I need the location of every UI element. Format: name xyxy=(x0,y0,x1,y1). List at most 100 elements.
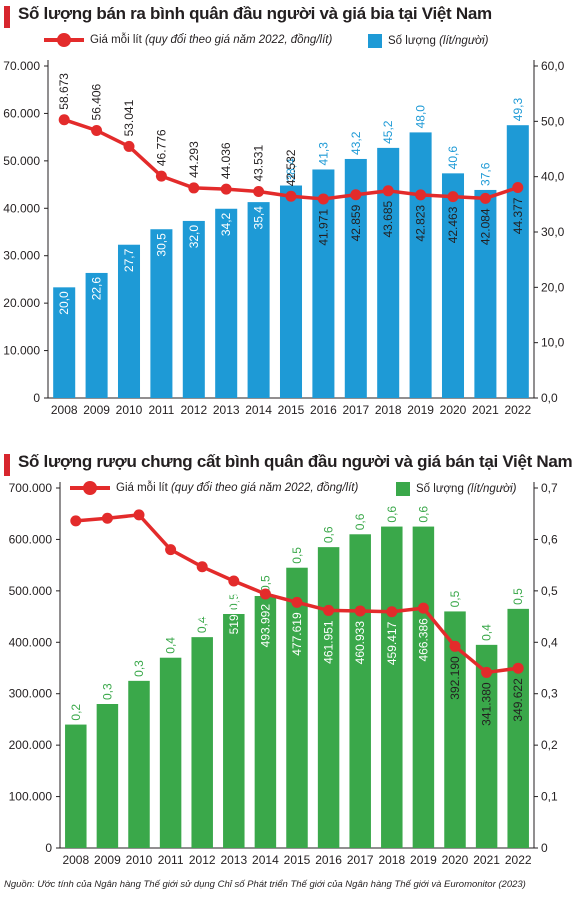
right-axis-tick-label: 0,3 xyxy=(541,687,558,701)
bar xyxy=(475,644,498,848)
price-point xyxy=(449,640,461,652)
bar xyxy=(117,244,141,398)
left-axis-tick-label: 0 xyxy=(33,391,40,405)
price-value-label: 42.084 xyxy=(478,208,492,245)
left-axis-tick-label: 200.000 xyxy=(9,738,53,752)
price-value-label: 392.190 xyxy=(448,656,462,700)
price-value-label: 44.293 xyxy=(187,141,201,178)
bar xyxy=(191,637,213,848)
bar-value-label: 35,4 xyxy=(252,206,266,230)
chart-legend: Giá mỗi lít (quy đổi theo giá năm 2022, … xyxy=(0,480,572,500)
beer-chart-plot: 0 10.000 20.000 30.000 40.000 50.000 60.000 70.… xyxy=(3,59,565,417)
left-axis-tick-label: 50.000 xyxy=(3,154,40,168)
price-point xyxy=(479,192,491,204)
legend-price-note: (quy đổi theo giá năm 2022, đồng/lít) xyxy=(170,482,359,494)
bar-value-label: 27,7 xyxy=(122,248,136,272)
spirits-chart-plot: 0 100.000 200.000 300.000 400.000 500.000 600.… xyxy=(9,481,558,867)
bar-value-label: 0,3 xyxy=(132,660,146,677)
price-point xyxy=(417,602,429,614)
price-value-label: 43.685 xyxy=(381,200,395,237)
x-axis-tick-label: 2016 xyxy=(315,853,342,867)
x-axis-tick-label: 2015 xyxy=(284,853,311,867)
price-point xyxy=(58,114,70,126)
bar xyxy=(409,132,432,398)
price-value-label: 53.041 xyxy=(122,99,136,136)
price-value-label: 42.859 xyxy=(349,204,363,241)
price-value-label: 647.747 xyxy=(132,525,146,569)
x-axis-tick-label: 2012 xyxy=(189,853,216,867)
bar xyxy=(349,534,371,848)
bar xyxy=(444,611,466,848)
chart-title: Số lượng rượu chưng cất bình quân đầu ng… xyxy=(18,452,572,471)
price-value-label: 58.673 xyxy=(57,73,71,110)
price-value-label: 41.971 xyxy=(316,209,330,246)
bar xyxy=(53,287,76,398)
bar xyxy=(96,704,119,848)
price-point xyxy=(155,170,167,182)
bar-value-label: 49,3 xyxy=(511,98,525,122)
price-point xyxy=(259,588,271,600)
price-point xyxy=(285,190,297,202)
price-value-label: 461.951 xyxy=(322,620,336,664)
left-axis-tick-label: 40.000 xyxy=(3,201,40,215)
bar xyxy=(381,526,403,848)
price-point xyxy=(382,185,394,197)
price-value-label: 477.619 xyxy=(290,612,304,656)
left-axis-tick-label: 400.000 xyxy=(9,635,53,649)
beer-chart-panel: Số lượng bán ra bình quân đầu người và g… xyxy=(0,0,572,448)
price-point xyxy=(447,191,459,203)
price-point xyxy=(354,605,366,617)
bar xyxy=(312,169,335,398)
legend-item-price: Giá mỗi lít (quy đổi theo giá năm 2022, … xyxy=(70,481,359,495)
x-axis-tick-label: 2018 xyxy=(375,403,402,417)
x-axis-tick-label: 2009 xyxy=(83,403,110,417)
right-axis-tick-label: 0,6 xyxy=(541,532,558,546)
bar xyxy=(182,220,205,398)
bar xyxy=(159,657,182,848)
x-axis-tick-label: 2013 xyxy=(220,853,247,867)
price-value-label: 42.463 xyxy=(446,206,460,243)
price-value-label: 459.417 xyxy=(385,621,399,665)
bar xyxy=(150,229,173,398)
price-value-label: 56.406 xyxy=(90,83,104,120)
bar-value-label: 0,5 xyxy=(227,593,241,610)
price-point xyxy=(415,189,427,201)
x-axis-tick-label: 2011 xyxy=(148,403,174,417)
price-point xyxy=(317,193,329,205)
bar-value-label: 32,0 xyxy=(187,225,201,249)
legend-bar-swatch xyxy=(396,482,410,496)
bar-value-label: 40,6 xyxy=(446,146,460,170)
legend-item-quantity: Số lượng (lít/người) xyxy=(396,482,516,496)
bar xyxy=(412,526,435,848)
right-axis-tick-label: 0,5 xyxy=(541,584,558,598)
left-axis-tick-label: 20.000 xyxy=(3,296,40,310)
bar xyxy=(377,147,400,398)
bar-value-label: 0,5 xyxy=(511,588,525,605)
bar-value-label: 30,5 xyxy=(154,233,168,257)
price-value-label: 43.531 xyxy=(252,145,266,182)
spirits-chart-panel: Số lượng rượu chưng cất bình quân đầu ng… xyxy=(0,448,572,878)
chart-legend: Giá mỗi lít (quy đổi theo giá năm 2022, … xyxy=(0,32,572,52)
bar-value-label: 0,4 xyxy=(195,616,209,633)
bar-value-label: 0,6 xyxy=(385,506,399,523)
x-axis-tick-label: 2014 xyxy=(245,403,272,417)
left-axis-tick-label: 300.000 xyxy=(9,687,53,701)
price-value-label: 466.386 xyxy=(416,618,430,662)
right-axis-tick-label: 0,2 xyxy=(541,738,558,752)
left-axis-tick-label: 0 xyxy=(45,841,52,855)
bar-value-label: 0,2 xyxy=(69,704,83,721)
left-axis-tick-label: 60.000 xyxy=(3,106,40,120)
x-axis-tick-label: 2014 xyxy=(252,853,279,867)
legend-quantity-note: (lít/người) xyxy=(467,483,517,495)
legend-quantity-label: Số lượng xyxy=(416,483,464,495)
bar xyxy=(65,724,87,848)
bar-value-label: 0,3 xyxy=(100,683,114,700)
bar xyxy=(128,680,150,848)
bar xyxy=(474,189,497,398)
bar-value-label: 41,3 xyxy=(316,142,330,166)
right-axis-tick-label: 40,0 xyxy=(541,170,565,184)
legend-price-note: (quy đổi theo giá năm 2022, đồng/lít) xyxy=(144,34,333,46)
chart-title-row: Số lượng rượu chưng cất bình quân đầu ng… xyxy=(0,448,572,478)
price-value-label: 42.532 xyxy=(284,149,298,186)
left-axis-tick-label: 30.000 xyxy=(3,249,40,263)
